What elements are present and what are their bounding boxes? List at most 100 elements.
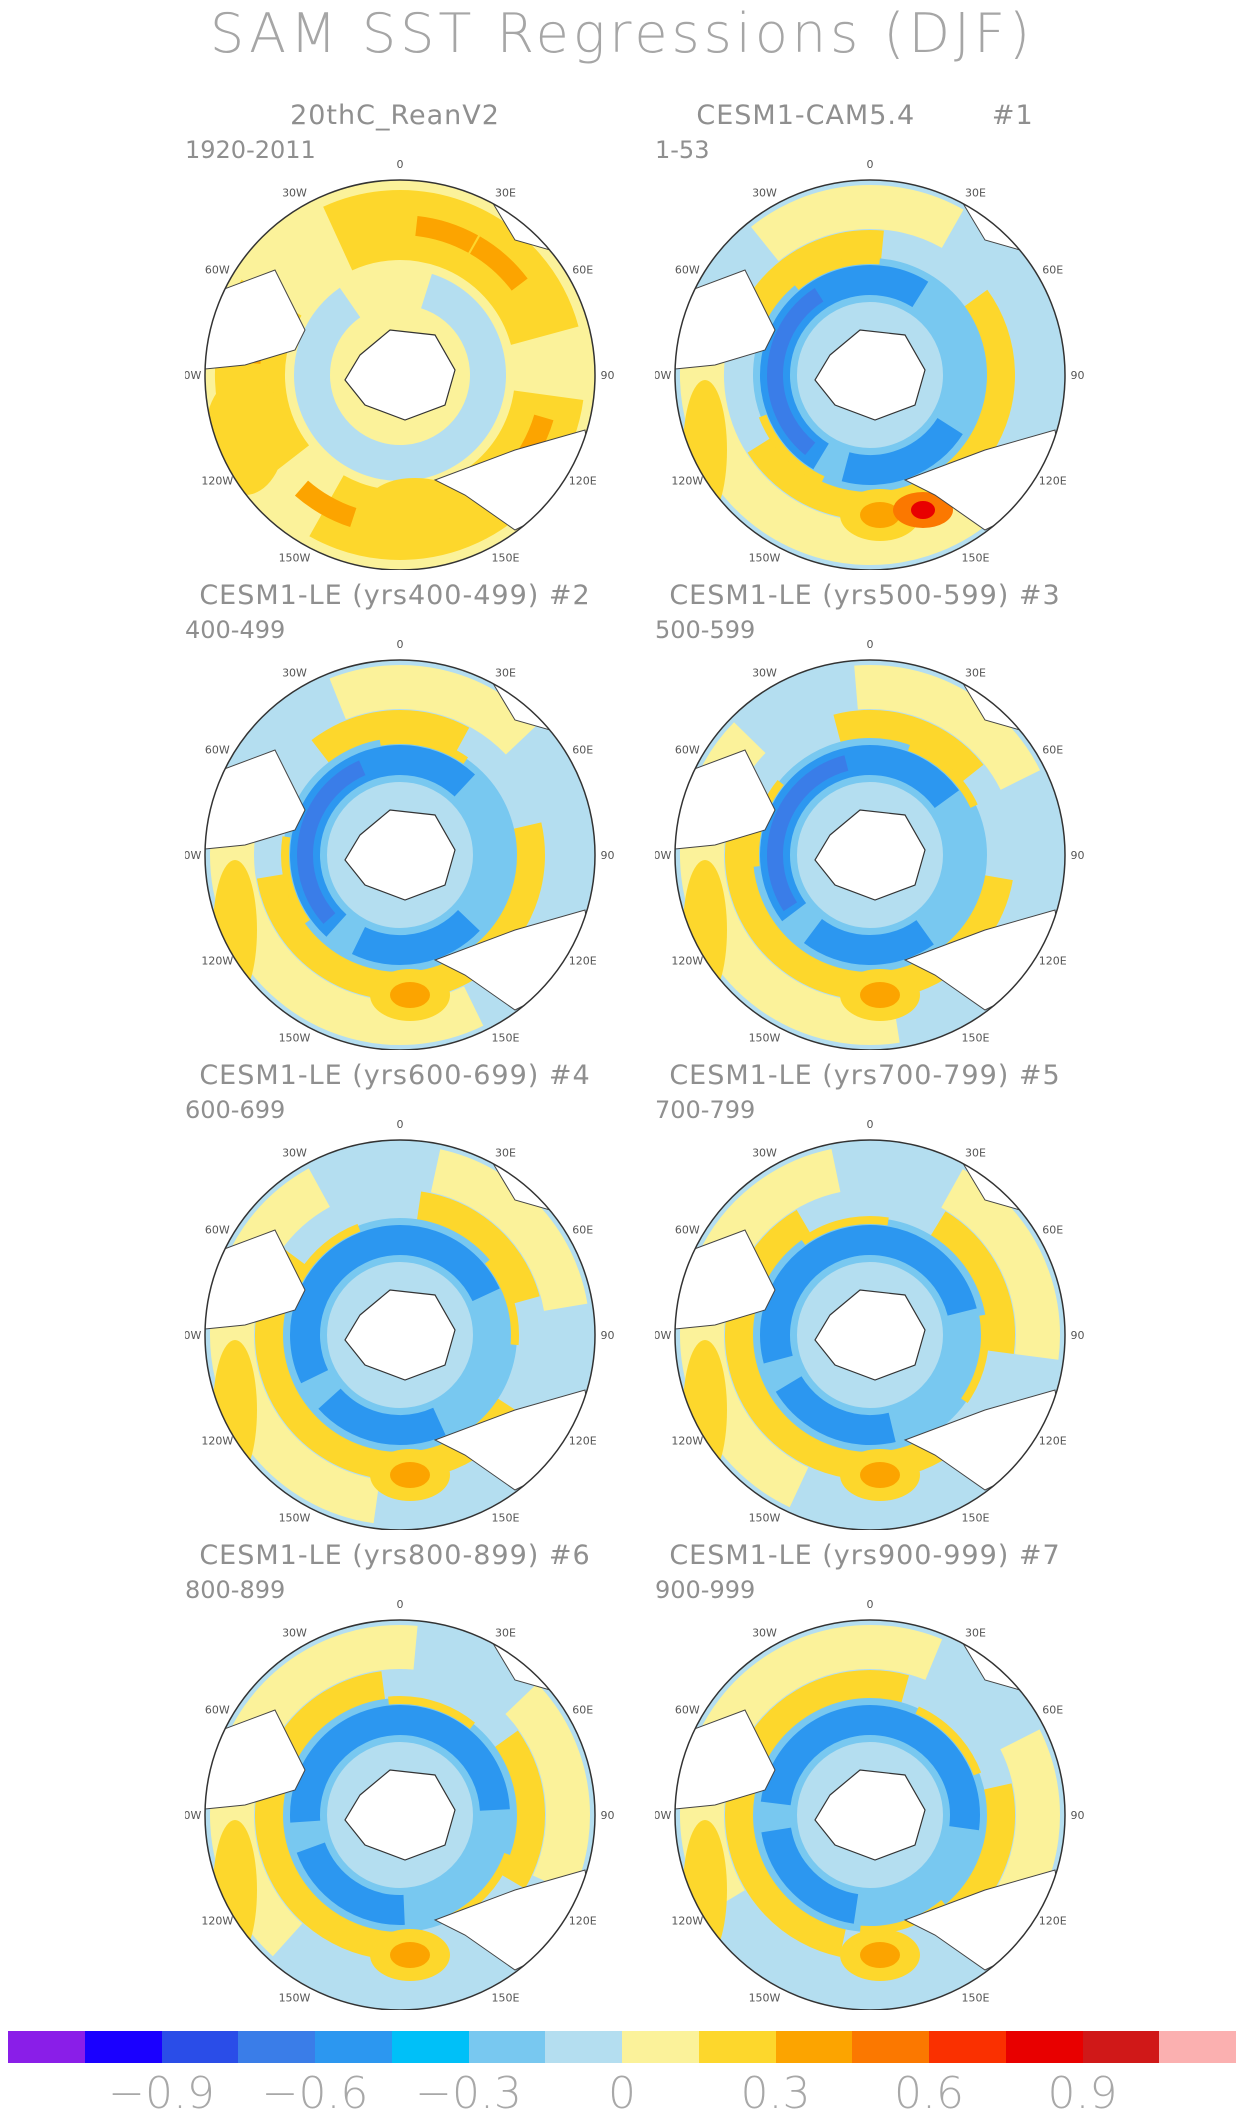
longitude-label: 60W [205,744,230,757]
panel-title: CESM1-LE (yrs600-699) #4 [199,1060,591,1091]
sst-field [675,1620,1065,2010]
longitude-label: 90E [1071,849,1085,862]
map-panel: CESM1-LE (yrs700-799) #5 700-799 0 30E 60E 90… [655,1060,1215,1530]
longitude-label: 150E [492,552,520,565]
longitude-label: 0 [867,1118,874,1131]
colorbar-swatch [775,2031,853,2063]
panel-period: 1-53 [655,136,710,164]
panel-title: CESM1-LE (yrs400-499) #2 [199,580,591,611]
map-boundary [204,179,596,570]
longitude-label: 150E [492,1992,520,2005]
panel-period: 400-499 [185,616,286,644]
colorbar-swatch [622,2031,699,2063]
map-panel: CESM1-LE (yrs600-699) #4 600-699 0 30E 60E 90… [185,1060,745,1530]
longitude-label: 30E [965,1626,986,1639]
map-panel: CESM1-LE (yrs400-499) #2 400-499 0 30E 60E 90… [185,580,745,1050]
longitude-label: 120W [671,1435,703,1448]
map-panel: 20thC_ReanV2 1920-2011 0 30E 60E 90E 120E 150E 1… [185,100,745,570]
longitude-label: 120E [1039,475,1067,488]
longitude-label: 90E [1071,1809,1085,1822]
longitude-label: 60E [1042,1224,1063,1237]
antarctica-land [814,329,926,421]
antarctica-land [344,809,456,901]
longitude-label: 60E [572,744,593,757]
map-boundary [674,1619,1066,2010]
longitude-label: 150E [962,1512,990,1525]
longitude-label: 60W [205,1224,230,1237]
longitude-label: 90E [1071,369,1085,382]
longitude-label: 60E [572,1704,593,1717]
colorbar-swatch [161,2031,239,2063]
longitude-label: 30E [965,1146,986,1159]
longitude-label: 0 [397,638,404,651]
longitude-label: 120W [671,1915,703,1928]
longitude-label: 60E [1042,744,1063,757]
longitude-label: 90W [655,1809,672,1822]
map-boundary [204,659,596,1050]
colorbar-swatch [238,2031,315,2063]
colorbar-swatch [391,2031,469,2063]
colorbar-swatch [929,2031,1006,2063]
antarctica-land [814,1769,926,1861]
colorbar-swatch [315,2031,392,2063]
polar-map: 030E60E90E120E150E180150W120W90W60W30W [185,638,615,1050]
panel-period: 1920-2011 [185,136,316,164]
panel-title: CESM1-LE (yrs500-599) #3 [669,580,1061,611]
colorbar-swatch [698,2031,776,2063]
longitude-label: 120W [671,955,703,968]
panel-title: 20thC_ReanV2 [290,100,500,131]
colorbar-tick-label: 0.3 [740,2068,811,2119]
longitude-label: 90W [185,849,202,862]
longitude-label: 60W [675,1224,700,1237]
longitude-label: 30W [752,1146,777,1159]
panel-period: 800-899 [185,1576,286,1604]
colorbar [8,2031,1236,2063]
longitude-label: 90E [601,1329,615,1342]
longitude-label: 120E [1039,1915,1067,1928]
longitude-label: 90W [185,1329,202,1342]
longitude-label: 150E [962,1032,990,1045]
panel-title: CESM1-LE (yrs800-899) #6 [199,1540,591,1571]
longitude-label: 90W [655,1329,672,1342]
longitude-label: 120E [569,1435,597,1448]
longitude-label: 30E [495,186,516,199]
longitude-label: 150W [749,1992,781,2005]
sst-field [205,1140,595,1530]
panel-period: 700-799 [655,1096,756,1124]
longitude-label: 60W [205,1704,230,1717]
panel-period: 600-699 [185,1096,286,1124]
longitude-label: 120W [671,475,703,488]
longitude-label: 150E [492,1512,520,1525]
longitude-label: 150W [749,1512,781,1525]
longitude-label: 0 [867,158,874,171]
longitude-label: 0 [867,1598,874,1611]
longitude-label: 0 [867,638,874,651]
panel-period: 900-999 [655,1576,756,1604]
longitude-label: 150W [279,1992,311,2005]
map-boundary [204,1619,596,2010]
panel-title: CESM1-LE (yrs900-999) #7 [669,1540,1061,1571]
colorbar-swatch [1082,2031,1160,2063]
colorbar-tick-label: −0.3 [415,2068,522,2119]
longitude-label: 30W [752,666,777,679]
longitude-label: 150W [749,1032,781,1045]
colorbar-swatch [1159,2031,1236,2063]
colorbar-swatch [84,2031,162,2063]
panel-title: CESM1-LE (yrs700-799) #5 [669,1060,1061,1091]
longitude-label: 120W [201,475,233,488]
map-boundary [674,659,1066,1050]
longitude-label: 150W [749,552,781,565]
polar-map: 030E60E90E120E150E180150W120W90W60W30W [185,1118,615,1530]
longitude-label: 150E [962,1992,990,2005]
colorbar-tick-label: −0.9 [108,2068,215,2119]
longitude-label: 0 [397,1118,404,1131]
longitude-label: 120E [569,955,597,968]
longitude-label: 30E [965,666,986,679]
longitude-label: 150E [962,552,990,565]
longitude-label: 60W [675,264,700,277]
longitude-label: 30E [495,666,516,679]
longitude-label: 30W [282,1626,307,1639]
longitude-label: 30W [752,186,777,199]
longitude-label: 150W [279,1032,311,1045]
longitude-label: 120E [1039,1435,1067,1448]
